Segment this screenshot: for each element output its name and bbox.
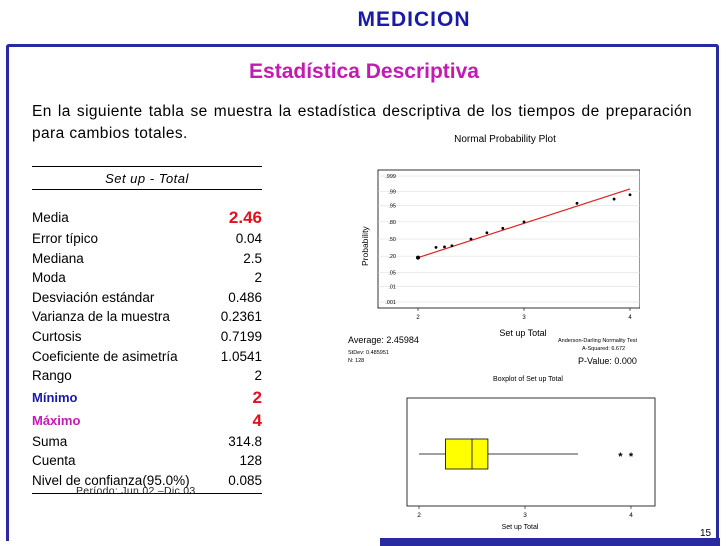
intro-paragraph: En la siguiente tabla se muestra la esta… [32, 103, 692, 142]
row-label: Cuenta [32, 453, 76, 469]
row-label: Nivel de confianza(95.0%) [32, 472, 190, 488]
row-label: Suma [32, 433, 68, 449]
row-label: Mediana [32, 250, 84, 266]
box-xtick-label: 3 [523, 512, 527, 519]
normal-probability-plot: Normal Probability Plot .999 .99 .95 .80 .50… [348, 134, 640, 366]
row-value: 0.7199 [220, 328, 262, 344]
table-row: Nivel de confianza(95.0%) 0.085 [32, 471, 262, 491]
npp-ad-test: Anderson-Darling Normality Test [558, 338, 638, 344]
npp-ytick-label: .95 [388, 203, 396, 209]
row-label: Media [32, 210, 69, 225]
row-value: 2 [254, 270, 262, 286]
npp-point [469, 237, 473, 241]
npp-fit-line [417, 188, 631, 259]
row-value: 0.04 [235, 231, 262, 246]
npp-ytick-label: .01 [388, 284, 396, 290]
table-bottom-rule [32, 492, 262, 494]
row-value: 2 [252, 387, 262, 407]
npp-p-value: P-Value: 0.000 [578, 356, 637, 366]
table-row: Cuenta 128 [32, 451, 262, 471]
box-iqr [445, 438, 489, 470]
table-row: Máximo 4 [32, 409, 262, 432]
row-label: Mínimo [32, 389, 78, 405]
row-value: 2 [254, 368, 262, 384]
table-row: Coeficiente de asimetría 1.0541 [32, 347, 262, 367]
box-outlier: * [629, 451, 634, 463]
boxplot-chart: Boxplot of Set up Total * * 2 3 4 Set up To… [406, 376, 656, 531]
npp-point [416, 255, 420, 260]
npp-ytick-label: .001 [385, 300, 396, 306]
period-note: Período: Jun 02 –Dic 03 [76, 485, 196, 497]
npp-title: Normal Probability Plot [454, 134, 556, 145]
row-label: Curtosis [32, 328, 82, 344]
npp-ytick-label: .50 [388, 237, 396, 243]
row-value: 0.2361 [220, 309, 262, 325]
table-row: Moda 2 [32, 268, 262, 288]
npp-ytick-label: .99 [388, 190, 396, 196]
footer-bar [380, 538, 720, 546]
npp-xlabel: Set up Total [499, 328, 546, 338]
row-value: 314.8 [228, 433, 262, 449]
row-value: 2.46 [228, 208, 262, 227]
npp-point [628, 193, 632, 197]
row-label: Rango [32, 368, 72, 384]
box-xtick-label: 2 [417, 512, 421, 519]
row-value: 0.486 [228, 289, 262, 305]
npp-point [450, 244, 454, 248]
npp-point [434, 246, 438, 249]
table-row: Varianza de la muestra 0.2361 [32, 307, 262, 327]
box-outlier: * [618, 451, 623, 463]
row-value: 128 [239, 453, 262, 469]
npp-ytick-label: .999 [385, 174, 396, 180]
npp-point [612, 197, 616, 201]
page-title: MEDICION [357, 8, 471, 31]
row-label: Coeficiente de asimetría [32, 348, 178, 364]
npp-xtick-label: 3 [522, 315, 526, 321]
row-label: Máximo [32, 412, 81, 428]
npp-n: N: 128 [348, 358, 364, 364]
row-value: 4 [252, 410, 262, 430]
row-label: Desviación estándar [32, 289, 155, 305]
row-label: Varianza de la muestra [32, 309, 170, 325]
box-xlabel: Set up Total [502, 524, 539, 531]
npp-point [575, 201, 579, 205]
npp-a-squared: A-Squared: 6.672 [582, 346, 625, 352]
table-row: Mediana 2.5 [32, 249, 262, 269]
npp-point [443, 245, 446, 249]
table-row: Mínimo 2 [32, 386, 262, 409]
npp-point [522, 220, 526, 224]
page-number: 15 [700, 528, 712, 539]
table-row: Desviación estándar 0.486 [32, 288, 262, 308]
npp-ytick-label: .80 [388, 220, 396, 226]
npp-xtick-label: 2 [416, 315, 420, 321]
row-value: 1.0541 [220, 348, 262, 364]
row-value: 2.5 [243, 250, 262, 266]
table-heading: Set up - Total [32, 166, 262, 190]
section-subtitle: Estadística Descriptiva [249, 60, 479, 83]
table-row: Suma 314.8 [32, 432, 262, 452]
table-row: Error típico 0.04 [32, 229, 262, 249]
npp-xtick-label: 4 [628, 315, 632, 321]
box-xtick-label: 4 [629, 512, 633, 519]
npp-ylabel: Probability [360, 226, 370, 266]
table-row: Rango 2 [32, 366, 262, 386]
table-row: Curtosis 0.7199 [32, 327, 262, 347]
npp-ytick-label: .05 [388, 271, 396, 277]
npp-point [501, 226, 505, 230]
npp-point [485, 231, 489, 235]
box-title: Boxplot of Set up Total [493, 376, 563, 383]
npp-stdev: StDev: 0.485951 [348, 350, 389, 356]
slide-frame [6, 44, 719, 541]
row-label: Error típico [32, 231, 99, 246]
npp-average: Average: 2.45984 [348, 335, 419, 345]
descriptive-stats-table: Set up - Total Media 2.46 Error típico 0.04… [32, 166, 262, 494]
table-row: Media 2.46 [32, 206, 262, 229]
npp-ytick-label: .20 [388, 254, 396, 260]
row-label: Moda [32, 270, 66, 286]
row-value: 0.085 [228, 472, 262, 488]
